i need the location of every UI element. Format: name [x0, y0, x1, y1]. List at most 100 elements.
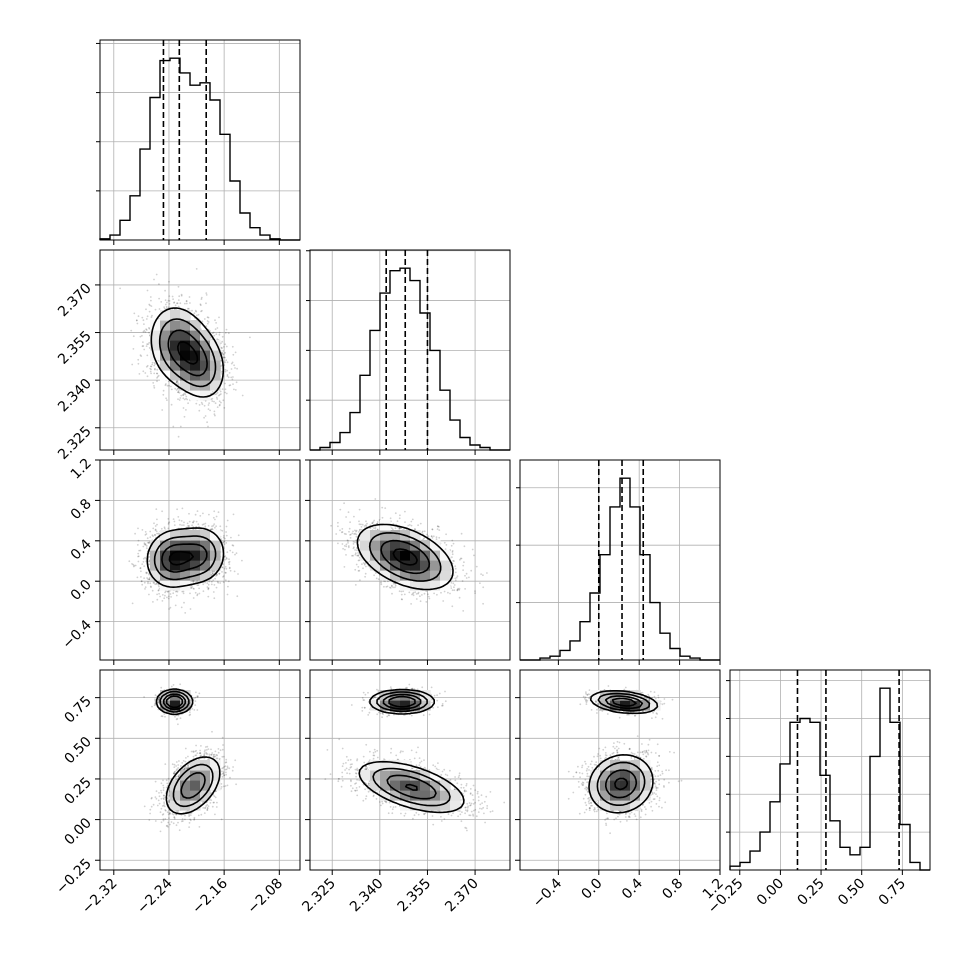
- scatter-point: [136, 322, 139, 325]
- scatter-point: [229, 569, 232, 572]
- scatter-point: [148, 303, 151, 306]
- scatter-point: [144, 556, 147, 559]
- scatter-point: [143, 581, 146, 584]
- scatter-point: [163, 306, 166, 308]
- scatter-point: [226, 519, 229, 522]
- scatter-point: [228, 560, 231, 563]
- scatter-point: [211, 572, 214, 574]
- scatter-point: [229, 384, 232, 386]
- scatter-point: [236, 367, 239, 370]
- scatter-point: [177, 391, 180, 394]
- scatter-point: [153, 386, 156, 389]
- scatter-point: [199, 304, 202, 307]
- scatter-point: [186, 398, 189, 401]
- scatter-point: [151, 314, 153, 317]
- scatter-point: [201, 309, 203, 312]
- scatter-point: [154, 583, 157, 586]
- scatter-point: [154, 528, 157, 531]
- scatter-point: [224, 572, 227, 574]
- scatter-point: [167, 522, 170, 524]
- scatter-point: [209, 409, 212, 412]
- scatter-point: [185, 395, 188, 398]
- scatter-point: [156, 582, 158, 585]
- scatter-point: [146, 571, 148, 574]
- scatter-point: [207, 588, 210, 591]
- scatter-point: [223, 346, 225, 348]
- scatter-point: [216, 406, 219, 408]
- scatter-point: [222, 576, 224, 578]
- scatter-point: [172, 518, 175, 520]
- scatter-point: [206, 322, 209, 325]
- scatter-point: [213, 400, 215, 403]
- scatter-point: [149, 370, 152, 373]
- scatter-point: [211, 573, 214, 575]
- scatter-point: [218, 333, 221, 336]
- scatter-point: [216, 574, 218, 576]
- scatter-point: [145, 545, 148, 547]
- density-cell: [180, 340, 191, 351]
- scatter-point: [155, 583, 158, 585]
- density-cell: [150, 350, 161, 361]
- scatter-point: [196, 510, 199, 512]
- contour-1-0-3: [150, 307, 225, 398]
- scatter-point: [231, 544, 234, 546]
- scatter-point: [218, 404, 221, 407]
- scatter-point: [185, 397, 187, 400]
- scatter-point: [225, 557, 228, 560]
- scatter-point: [168, 521, 171, 523]
- scatter-point: [222, 353, 225, 355]
- density-cell: [150, 320, 161, 331]
- scatter-point: [225, 328, 228, 331]
- scatter-point: [189, 592, 191, 595]
- scatter-point: [221, 566, 223, 569]
- scatter-point: [222, 581, 225, 584]
- scatter-point: [195, 310, 198, 313]
- scatter-point: [192, 587, 195, 590]
- scatter-point: [232, 544, 235, 547]
- scatter-point: [212, 516, 215, 519]
- scatter-point: [156, 532, 159, 535]
- scatter-point: [206, 582, 209, 584]
- scatter-point: [137, 527, 139, 530]
- scatter-point: [216, 391, 219, 394]
- scatter-point: [153, 582, 156, 584]
- scatter-point: [216, 580, 219, 583]
- scatter-point: [192, 597, 195, 599]
- density-cell: [150, 330, 161, 341]
- scatter-point: [153, 372, 156, 375]
- scatter-point: [142, 557, 145, 560]
- scatter-point: [154, 368, 156, 371]
- scatter-point: [182, 524, 185, 526]
- scatter-point: [213, 597, 216, 600]
- scatter-point: [224, 370, 227, 373]
- scatter-point: [225, 392, 228, 395]
- scatter-point: [203, 318, 206, 320]
- scatter-point: [213, 410, 216, 413]
- scatter-point: [202, 583, 205, 586]
- scatter-point: [215, 393, 218, 395]
- scatter-point: [194, 513, 197, 516]
- scatter-point: [177, 516, 180, 518]
- scatter-point: [197, 584, 200, 586]
- scatter-point: [207, 321, 210, 323]
- scatter-point: [199, 303, 202, 306]
- scatter-point: [220, 346, 223, 349]
- scatter-point: [156, 372, 158, 375]
- scatter-point: [182, 394, 185, 397]
- scatter-point: [191, 586, 194, 588]
- scatter-point: [223, 540, 226, 543]
- scatter-point: [228, 558, 230, 561]
- scatter-point: [148, 560, 150, 563]
- scatter-point: [220, 401, 222, 404]
- scatter-point: [148, 578, 150, 581]
- scatter-point: [224, 388, 227, 391]
- scatter-point: [177, 387, 180, 390]
- scatter-point: [147, 343, 150, 345]
- scatter-point: [227, 376, 230, 379]
- scatter-point: [212, 579, 215, 581]
- scatter-point: [158, 283, 160, 285]
- scatter-point: [144, 586, 147, 588]
- scatter-point: [221, 571, 223, 573]
- scatter-point: [218, 403, 221, 406]
